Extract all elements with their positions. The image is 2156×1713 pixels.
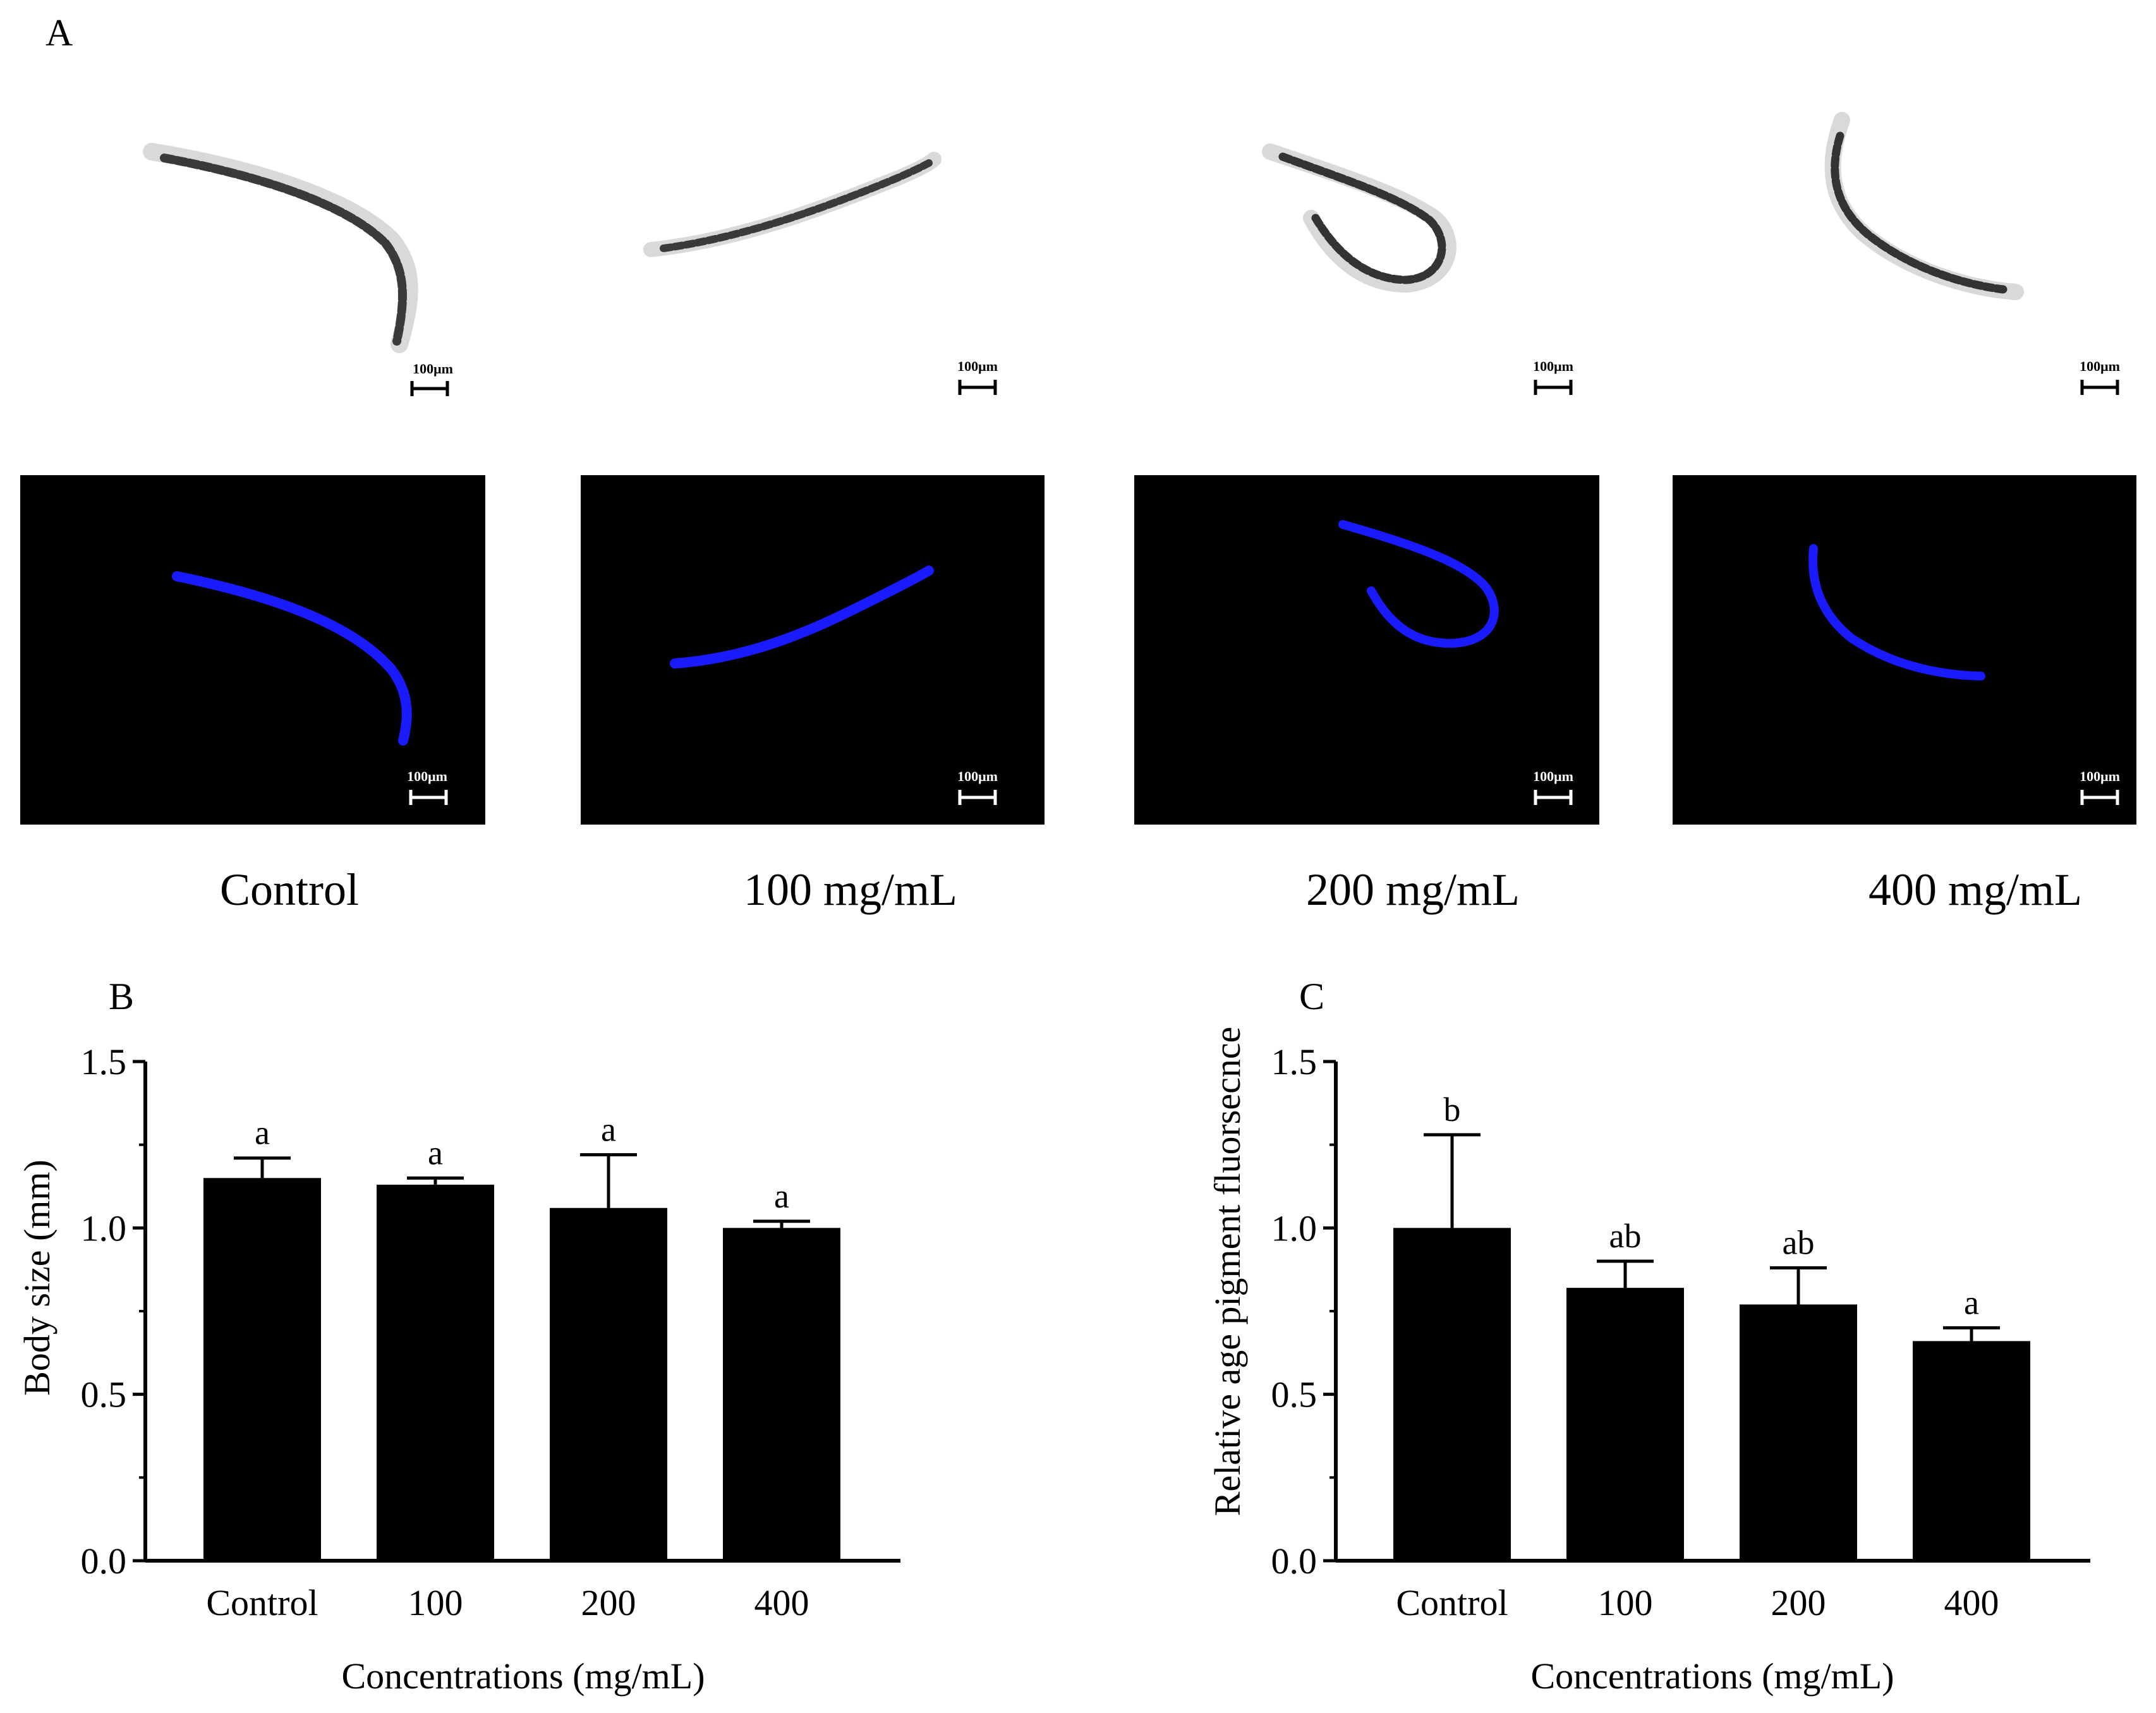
bar [1740,1304,1857,1561]
x-tick-label: 100 [408,1582,463,1623]
scale-bar [2080,790,2119,805]
bar [377,1184,494,1561]
chart-age-pigment: C b ab ab a Control 100 200 400 0.0 0.5 1.0 1.5 Re… [1207,976,2090,1697]
bar [203,1178,321,1561]
bar [1913,1341,2030,1561]
fluorescence-image-100: 100μm [581,475,1045,825]
bar [723,1228,840,1561]
y-tick-label: 1.0 [1271,1208,1317,1249]
condition-labels: Control 100 mg/mL 200 mg/mL 400 mg/mL [220,864,2082,915]
significance-label: a [601,1110,616,1148]
significance-label: a [774,1177,789,1215]
scale-bar [958,790,997,805]
y-tick-label: 1.0 [81,1208,127,1249]
condition-label-100: 100 mg/mL [744,864,957,915]
scale-bar-label: 100μm [407,768,447,784]
scale-bar: 100μm [957,358,998,395]
brightfield-image-control [143,143,418,353]
brightfield-image-400 [1824,112,2024,300]
x-axis-title: Concentrations (mg/mL) [341,1655,705,1697]
condition-label-400: 400 mg/mL [1868,864,2082,915]
scale-bar-label: 100μm [957,358,998,374]
x-tick-label: Control [1396,1582,1508,1623]
x-tick-label: 200 [1771,1582,1826,1623]
significance-label: a [255,1114,270,1152]
bar [550,1208,667,1561]
scale-bar-label: 100μm [1533,768,1573,784]
bar [1393,1228,1511,1561]
scale-bar-label: 100μm [413,361,453,377]
scale-bar-label: 100μm [957,768,998,784]
scale-bar: 100μm [410,361,453,396]
panel-c-letter: C [1299,976,1324,1017]
fluorescence-row: 100μm 100μm 100μm [20,475,2136,825]
axes: Control 100 200 400 0.0 0.5 1.0 1.5 [81,1041,900,1623]
scale-bar: 100μm [2080,358,2120,395]
y-tick-label: 0.5 [81,1374,127,1415]
x-tick-label: Control [206,1582,318,1623]
significance-label: b [1444,1091,1461,1129]
brightfield-scale-bars: 100μm 100μm 100μm 100μm [410,358,2120,396]
x-axis-title: Concentrations (mg/mL) [1530,1655,1894,1697]
x-tick-label: 400 [754,1582,809,1623]
y-axis-title: Body size (mm) [16,1159,58,1396]
x-tick-label: 400 [1944,1582,1999,1623]
x-tick-label: 200 [581,1582,636,1623]
fluorescence-image-control: 100μm [20,475,485,825]
brightfield-image-100 [643,152,942,257]
scale-bar-label: 100μm [2080,358,2120,374]
scale-bar [1534,790,1573,805]
brightfield-row [143,112,2024,353]
scale-bar-label: 100μm [2080,768,2120,784]
x-tick-label: 100 [1598,1582,1653,1623]
brightfield-image-200 [1262,143,1457,293]
significance-label: a [428,1134,443,1171]
bars: a a a a [203,1110,840,1561]
y-tick-label: 1.5 [1271,1041,1317,1082]
y-tick-label: 0.0 [1271,1540,1317,1582]
chart-body-size: B a a a a Control 100 200 400 0.0 0.5 1.0 1.5 Body… [16,976,900,1697]
panel-a-letter: A [45,12,73,54]
y-tick-label: 0.5 [1271,1374,1317,1415]
panel-b-letter: B [109,976,134,1017]
significance-label: ab [1609,1217,1642,1255]
bar [1566,1288,1684,1561]
condition-label-control: Control [220,864,359,915]
significance-label: ab [1783,1224,1815,1262]
significance-label: a [1964,1283,1979,1321]
fluorescence-image-200: 100μm [1134,475,1599,825]
y-axis-title: Relative age pigment fluorsecnce [1207,1027,1248,1516]
scale-bar-label: 100μm [1533,358,1573,374]
bars: b ab ab a [1393,1091,2030,1561]
y-tick-label: 0.0 [81,1540,127,1582]
condition-label-200: 200 mg/mL [1306,864,1520,915]
y-tick-label: 1.5 [81,1041,127,1082]
axes: Control 100 200 400 0.0 0.5 1.0 1.5 [1271,1041,2090,1623]
scale-bar [409,790,448,805]
scale-bar: 100μm [1533,358,1573,395]
fluorescence-image-400: 100μm [1673,475,2136,825]
